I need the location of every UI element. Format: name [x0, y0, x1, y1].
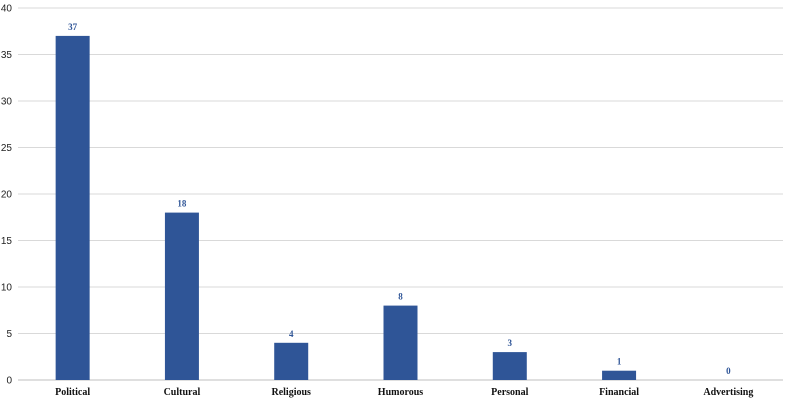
data-label: 1: [617, 357, 622, 367]
y-tick-label: 40: [1, 4, 13, 15]
y-tick-label: 15: [1, 236, 13, 247]
grid-layer: [18, 7, 783, 381]
y-tick-label: 0: [6, 376, 12, 387]
y-tick-label: 30: [1, 97, 13, 108]
x-category-label: Political: [55, 387, 90, 398]
bar: [383, 305, 418, 380]
bar: [55, 35, 90, 381]
x-category-label: Financial: [599, 387, 639, 398]
data-label: 18: [177, 199, 187, 209]
data-label: 0: [726, 366, 731, 376]
bar: [492, 352, 527, 380]
data-label: 37: [68, 22, 78, 32]
bar: [164, 212, 199, 380]
x-category-label: Cultural: [164, 387, 201, 398]
y-tick-label: 10: [1, 283, 13, 294]
data-labels: 37 18 4 8 3 1 0: [68, 22, 731, 376]
data-label: 8: [398, 292, 403, 302]
x-category-label: Humorous: [378, 387, 423, 398]
y-tick-label: 5: [6, 329, 12, 340]
x-axis-labels: Political Cultural Religious Humorous Person…: [55, 387, 753, 398]
data-label: 3: [508, 338, 513, 348]
x-category-label: Personal: [491, 387, 528, 398]
bars: [55, 35, 637, 381]
y-axis-ticks: 0 5 10 15 20 25 30 35 40: [1, 4, 13, 387]
x-category-label: Advertising: [703, 387, 753, 398]
y-tick-label: 25: [1, 143, 13, 154]
y-tick-label: 20: [1, 190, 13, 201]
data-label: 4: [289, 329, 294, 339]
bar: [602, 370, 637, 380]
y-tick-label: 35: [1, 50, 13, 61]
x-category-label: Religious: [271, 387, 311, 398]
bar: [274, 342, 309, 380]
